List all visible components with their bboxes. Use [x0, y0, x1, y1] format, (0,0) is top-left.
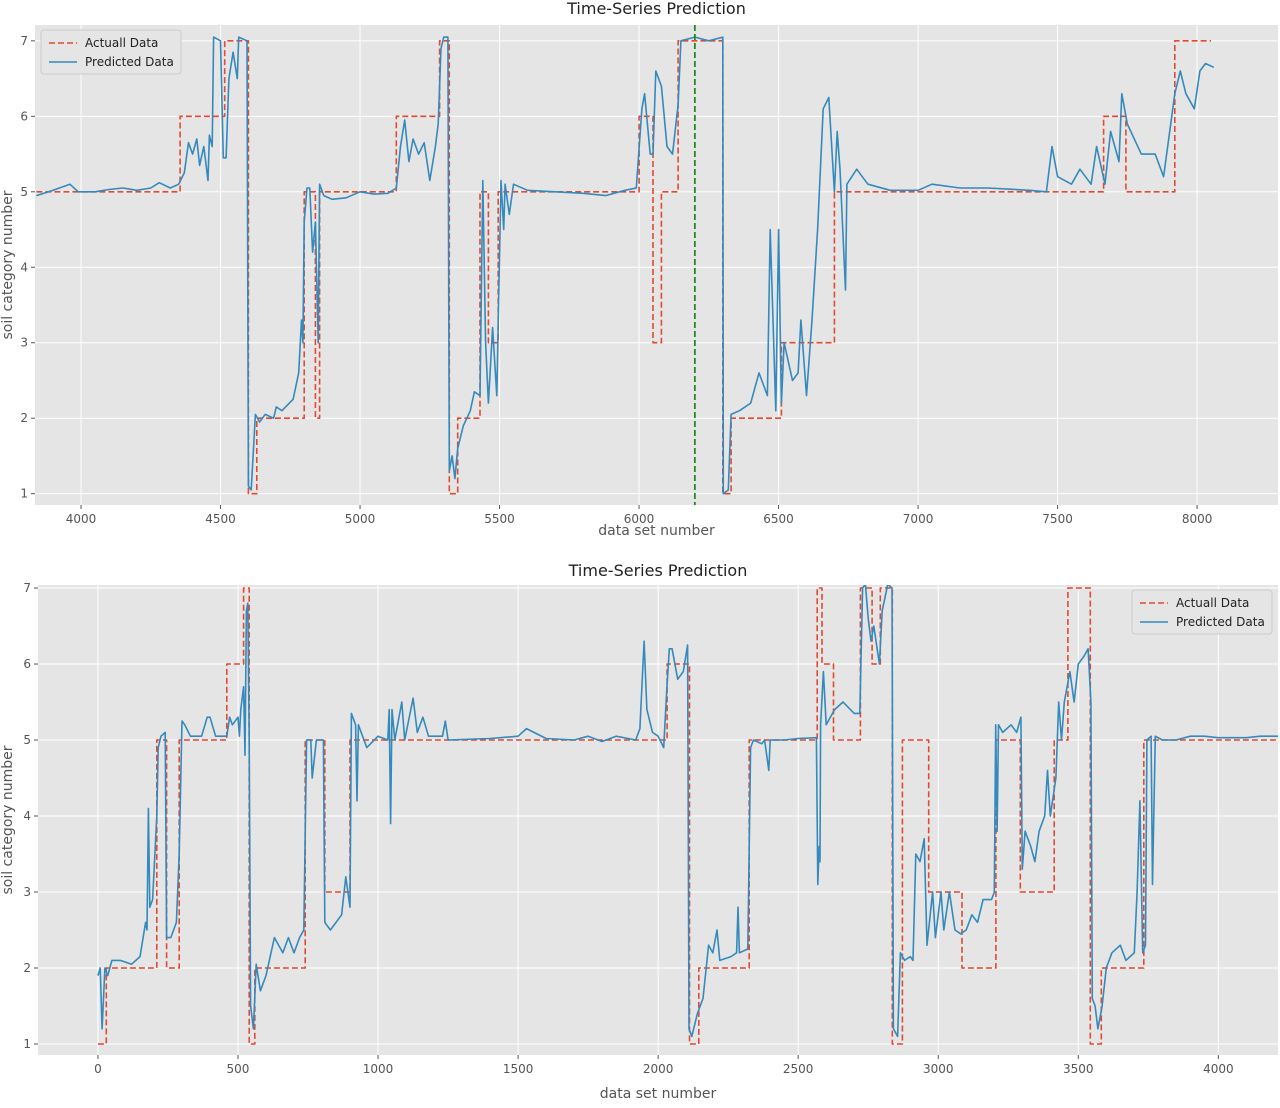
predicted-data-line — [97, 585, 1278, 1038]
predicted-data-line — [36, 36, 1215, 495]
legend-box — [1131, 589, 1273, 635]
chart-title: Time-Series Prediction — [566, 0, 746, 18]
legend-label: Actuall Data — [1176, 596, 1249, 610]
x-tick-label: 2000 — [643, 1062, 674, 1076]
x-tick-label: 1500 — [503, 1062, 534, 1076]
x-tick-label: 7500 — [1042, 512, 1073, 526]
y-tick-label: 4 — [23, 809, 31, 823]
actual-data-line — [36, 40, 1211, 495]
y-tick-label: 1 — [23, 1037, 31, 1051]
y-tick-label: 3 — [20, 336, 28, 350]
plot-background — [35, 25, 1278, 505]
x-tick-label: 4500 — [205, 512, 236, 526]
y-tick-label: 7 — [23, 581, 31, 595]
y-tick-label: 5 — [20, 185, 28, 199]
legend-label: Actuall Data — [85, 36, 158, 50]
x-tick-label: 8000 — [1182, 512, 1213, 526]
x-tick-label: 1000 — [363, 1062, 394, 1076]
x-tick-label: 500 — [227, 1062, 250, 1076]
chart-title: Time-Series Prediction — [568, 561, 748, 580]
x-tick-label: 6500 — [763, 512, 794, 526]
y-tick-label: 2 — [23, 961, 31, 975]
x-tick-label: 5000 — [345, 512, 376, 526]
x-tick-label: 5500 — [484, 512, 515, 526]
x-tick-label: 7000 — [903, 512, 934, 526]
legend-label: Predicted Data — [85, 55, 174, 69]
y-tick-label: 6 — [20, 109, 28, 123]
x-axis-label: data set number — [598, 523, 715, 539]
x-tick-label: 4000 — [66, 512, 97, 526]
y-tick-label: 7 — [20, 34, 28, 48]
x-tick-label: 0 — [94, 1062, 102, 1076]
legend: Actuall Data Predicted Data — [40, 29, 182, 75]
y-axis-label: soil category number — [0, 745, 16, 894]
chart-1: 4000 4500 5000 5500 6000 6500 7000 7500 8000 1 2 3 4… — [0, 0, 1278, 539]
x-tick-label: 2500 — [783, 1062, 814, 1076]
y-tick-label: 2 — [20, 411, 28, 425]
legend-box — [40, 29, 182, 75]
x-tick-label: 4000 — [1203, 1062, 1234, 1076]
x-axis-label: data set number — [600, 1086, 717, 1102]
y-tick-label: 4 — [20, 260, 28, 274]
y-tick-label: 5 — [23, 733, 31, 747]
y-tick-label: 1 — [20, 487, 28, 501]
legend: Actuall Data Predicted Data — [1131, 589, 1273, 635]
chart-2: 0 500 1000 1500 2000 2500 3000 3500 4000 1 2 3 4 5 6 7 T… — [0, 561, 1278, 1102]
y-axis-label: soil category number — [0, 190, 16, 339]
x-tick-label: 3000 — [923, 1062, 954, 1076]
y-tick-label: 3 — [23, 885, 31, 899]
x-tick-label: 3500 — [1063, 1062, 1094, 1076]
legend-label: Predicted Data — [1176, 615, 1265, 629]
y-tick-label: 6 — [23, 657, 31, 671]
actual-data-line — [97, 587, 1278, 1045]
x-tick-label: 6000 — [624, 512, 655, 526]
